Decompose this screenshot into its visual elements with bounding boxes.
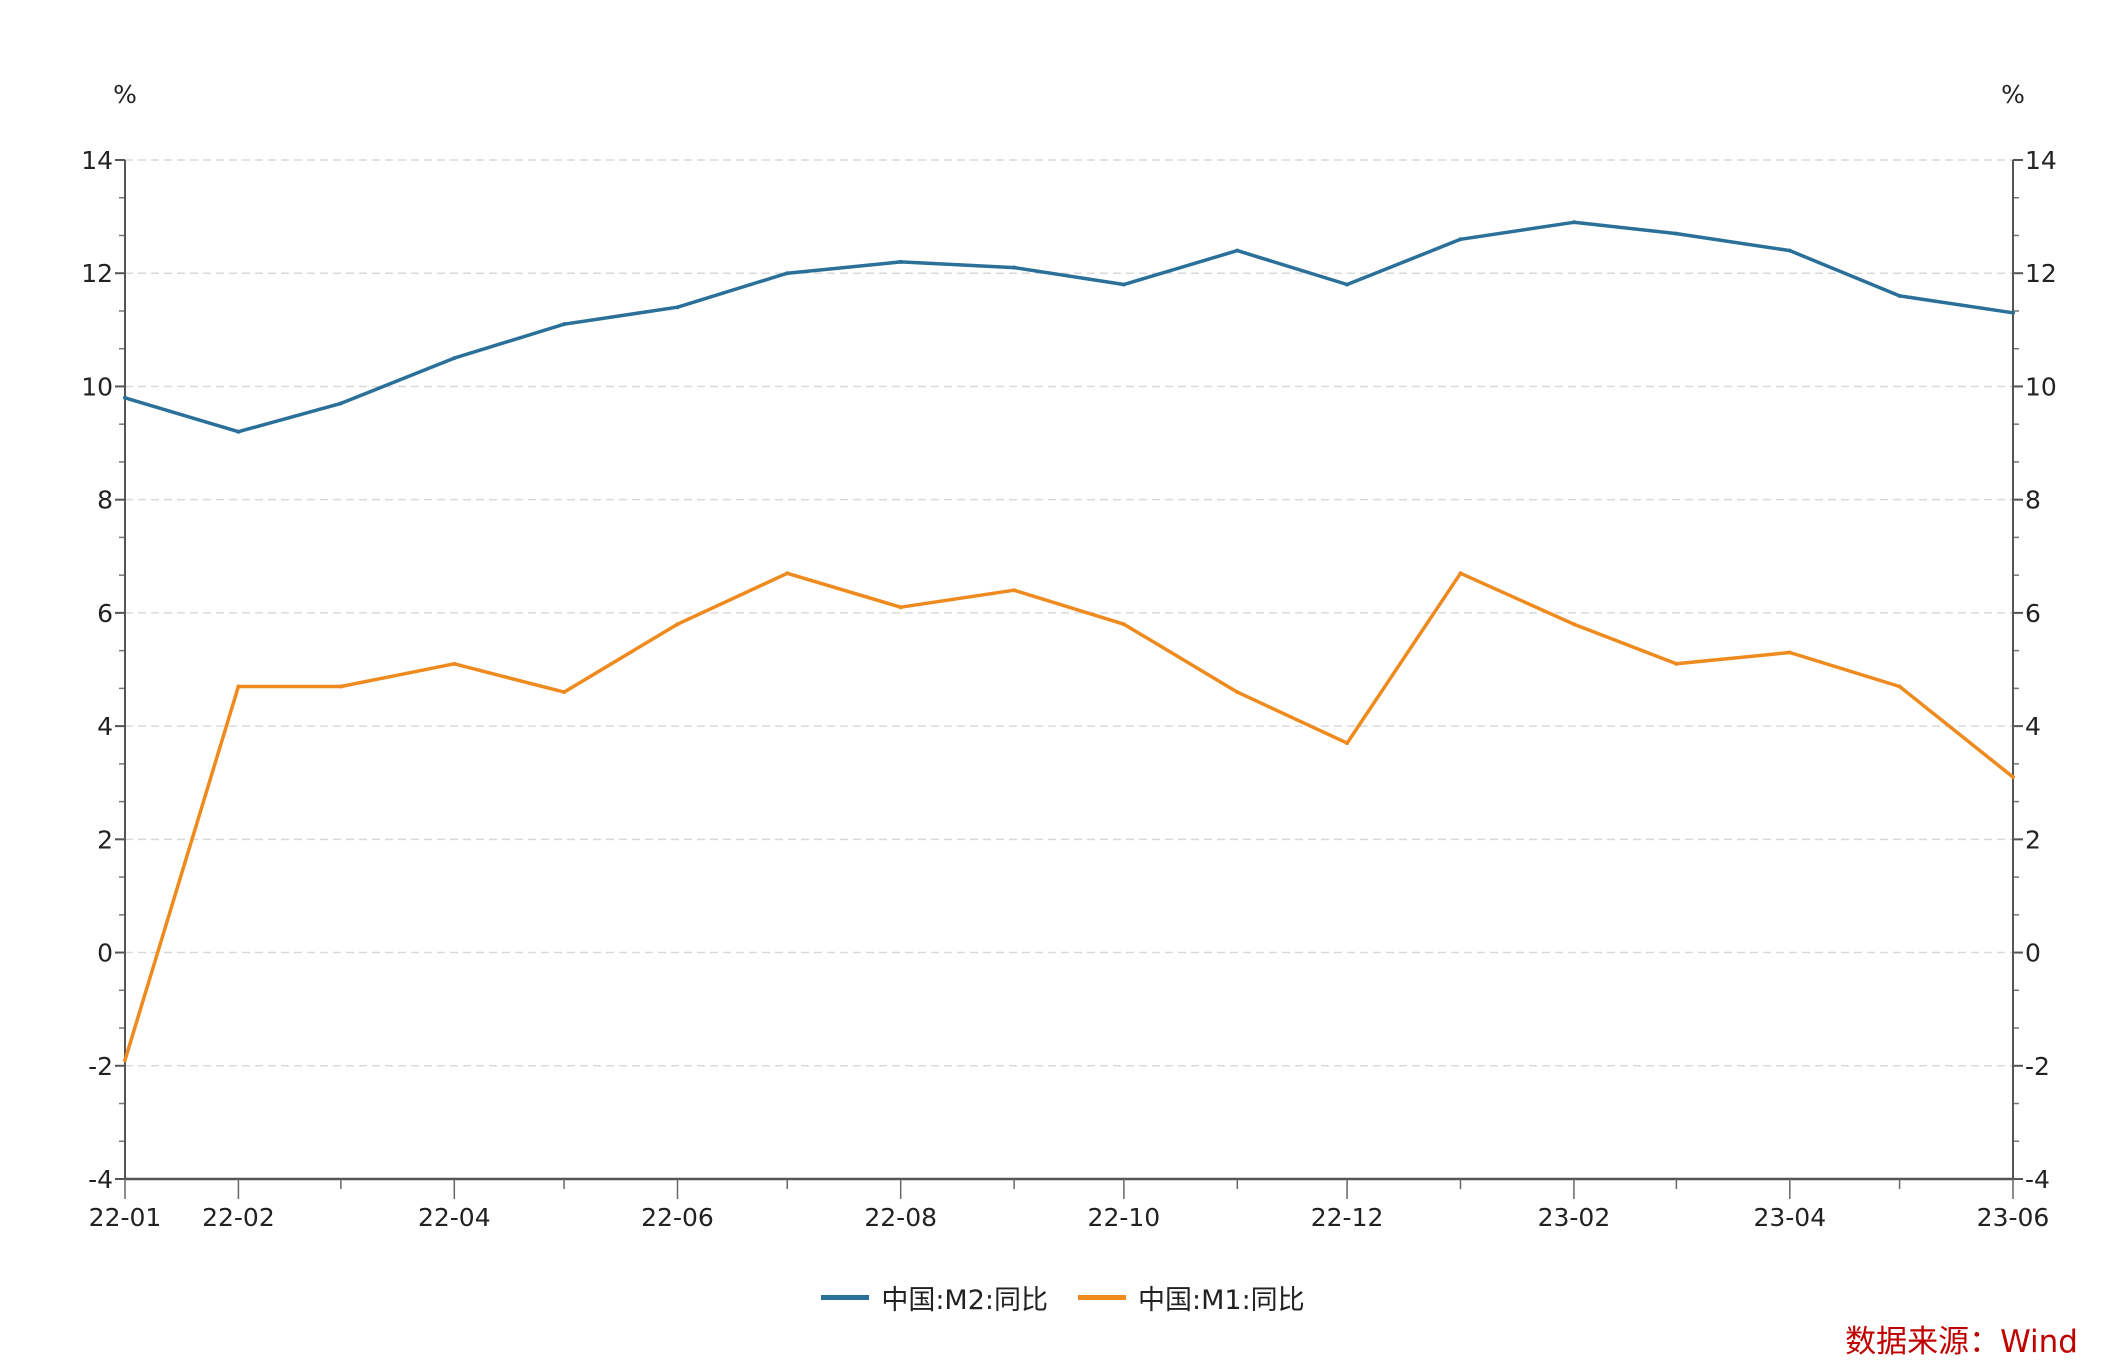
y-tick-label-left: 4 — [97, 712, 113, 741]
data-point — [1345, 741, 1350, 746]
y-tick-label-left: -4 — [88, 1165, 113, 1194]
x-tick-label: 23-06 — [1977, 1203, 2050, 1232]
data-point — [675, 305, 680, 310]
y-tick-label-right: 10 — [2025, 372, 2057, 401]
y-tick-label-left: 6 — [97, 599, 113, 628]
y-tick-label-left: 10 — [81, 372, 113, 401]
data-point — [236, 684, 241, 689]
legend-item-m2[interactable]: 中国:M2:同比 — [821, 1278, 1048, 1317]
series-line-m2 — [124, 220, 2014, 434]
data-point — [1897, 293, 1902, 298]
data-point — [1571, 622, 1576, 627]
data-point — [1897, 684, 1902, 689]
y-tick-label-right: 4 — [2025, 712, 2041, 741]
data-point — [1787, 248, 1792, 253]
data-point — [898, 605, 903, 610]
y-axis-label-left: % — [113, 80, 137, 109]
x-tick-label: 22-02 — [202, 1203, 275, 1232]
data-point — [1121, 282, 1126, 287]
data-point — [1458, 237, 1463, 242]
data-point — [1674, 231, 1679, 236]
legend-label-m2: 中国:M2:同比 — [881, 1285, 1048, 1316]
y-tick-label-right: 6 — [2025, 599, 2041, 628]
data-point — [1235, 690, 1240, 695]
data-point — [898, 259, 903, 264]
y-tick-label-left: -2 — [88, 1052, 113, 1081]
data-point — [675, 622, 680, 627]
data-point — [562, 322, 567, 327]
x-tick-label: 23-04 — [1753, 1203, 1826, 1232]
y-tick-label-right: 12 — [2025, 259, 2057, 288]
data-point — [452, 356, 457, 361]
y-tick-label-left: 0 — [97, 939, 113, 968]
data-point — [2011, 310, 2015, 315]
y-tick-label-right: 8 — [2025, 486, 2041, 515]
data-point — [338, 401, 343, 406]
y-tick-label-left: 2 — [97, 825, 113, 854]
x-tick-label: 22-10 — [1088, 1203, 1161, 1232]
data-point — [1012, 588, 1017, 593]
x-tick-label: 22-01 — [89, 1203, 162, 1232]
series-line-m1 — [123, 571, 2015, 1061]
data-point — [785, 271, 790, 276]
y-tick-label-left: 8 — [97, 486, 113, 515]
x-tick-label: 23-02 — [1538, 1203, 1611, 1232]
legend-item-m1[interactable]: 中国:M1:同比 — [1078, 1278, 1305, 1317]
y-tick-label-right: 14 — [2025, 146, 2057, 175]
data-point — [562, 690, 567, 695]
data-point — [2011, 775, 2015, 780]
y-axis-label-right: % — [2001, 80, 2025, 109]
data-point — [338, 684, 343, 689]
x-tick-label: 22-12 — [1311, 1203, 1384, 1232]
data-point — [1345, 282, 1350, 287]
data-point — [785, 571, 790, 576]
data-point — [236, 429, 241, 434]
y-tick-label-left: 14 — [81, 146, 113, 175]
data-point — [452, 661, 457, 666]
data-source: 数据来源：Wind — [1845, 1324, 2078, 1360]
x-tick-label: 22-04 — [418, 1203, 491, 1232]
data-point — [1235, 248, 1240, 253]
y-tick-label-right: -4 — [2025, 1165, 2050, 1194]
data-point — [1571, 220, 1576, 225]
legend: 中国:M2:同比 中国:M1:同比 — [0, 1278, 2126, 1317]
data-point — [1458, 571, 1463, 576]
data-point — [123, 1058, 127, 1063]
x-tick-label: 22-06 — [641, 1203, 714, 1232]
data-point — [1121, 622, 1126, 627]
legend-swatch-m2 — [821, 1295, 870, 1300]
data-point — [1787, 650, 1792, 655]
data-point — [123, 395, 127, 400]
y-tick-label-right: -2 — [2025, 1052, 2050, 1081]
x-tick-label: 22-08 — [864, 1203, 937, 1232]
y-tick-label-right: 2 — [2025, 825, 2041, 854]
y-tick-label-left: 12 — [81, 259, 113, 288]
legend-label-m1: 中国:M1:同比 — [1138, 1285, 1305, 1316]
data-point — [1012, 265, 1017, 270]
legend-swatch-m1 — [1078, 1295, 1126, 1300]
data-point — [1674, 661, 1679, 666]
y-tick-label-right: 0 — [2025, 939, 2041, 968]
